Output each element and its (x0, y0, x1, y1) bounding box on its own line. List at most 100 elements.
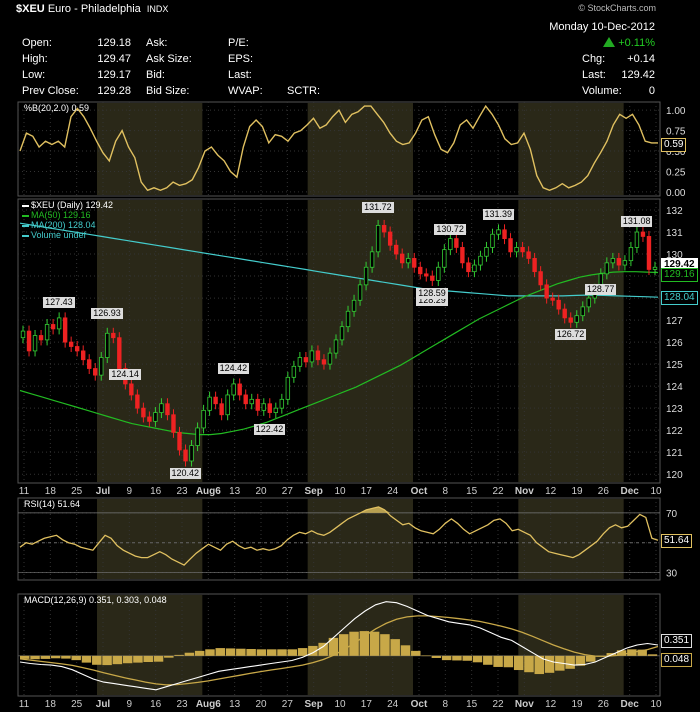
month-band (97, 103, 203, 195)
price-legend: $XEU (Daily) 129.42 MA(50) 129.16 MA(200) … (22, 200, 113, 240)
candle-body (610, 258, 616, 264)
x-tick-label: 15 (466, 486, 478, 497)
macd-histogram-bar (236, 648, 246, 656)
candle-body (291, 365, 297, 378)
x-tick-label: 13 (229, 486, 241, 497)
price-annotation: 126.93 (91, 307, 123, 319)
candle-body (646, 236, 652, 270)
candle-body (502, 229, 507, 240)
macd-histogram-bar (174, 654, 184, 656)
macd-histogram-bar (493, 655, 503, 667)
candle-body (207, 396, 212, 411)
candle-body (454, 238, 459, 248)
rsi-legend: RSI(14) 51.64 (24, 499, 81, 509)
x-tick-label: 9 (127, 699, 133, 710)
macd-histogram-bar (20, 655, 30, 659)
y-tick-label: 30 (666, 569, 678, 580)
price-annotation: 131.39 (482, 209, 515, 221)
quote-value: 129.42 (621, 69, 655, 81)
candle-body (243, 394, 248, 405)
candle-body (393, 244, 399, 255)
candle-body (538, 271, 543, 286)
price-annotation: 124.42 (217, 362, 250, 374)
month-band (518, 103, 624, 195)
macd-histogram-bar (503, 655, 514, 668)
candle-body (315, 350, 321, 361)
macd-histogram-bar (153, 655, 164, 662)
month-band (518, 595, 624, 695)
pctb-legend: %B(20,2.0) 0.59 (24, 103, 90, 113)
month-band (97, 595, 203, 695)
x-tick-label: 20 (255, 699, 267, 710)
macd-hist-tag: 0.048 (661, 653, 693, 668)
legend-label: MA(50) 129.16 (31, 210, 91, 220)
y-tick-label: 122 (666, 426, 683, 437)
quote-label-sctr: SCTR: (287, 85, 320, 97)
exchange: INDX (146, 4, 169, 14)
x-tick-label: 17 (361, 486, 373, 497)
x-tick-label: 26 (598, 699, 610, 710)
quote-label: P/E: (228, 37, 249, 49)
x-tick-label: 23 (176, 486, 188, 497)
x-tick-label: 10 (650, 486, 662, 497)
y-tick-label: 125 (666, 360, 683, 371)
candle-body (255, 398, 260, 411)
price-annotation: 126.72 (554, 329, 587, 341)
legend-entry: MA(200) 128.04 (22, 220, 113, 230)
macd-histogram-bar (112, 655, 123, 665)
x-tick-label: 24 (387, 699, 399, 710)
price-annotation: 128.77 (584, 284, 617, 296)
month-band (97, 499, 203, 579)
macd-histogram-bar (215, 648, 226, 656)
candle-body (201, 409, 206, 429)
x-tick-label: Aug6 (196, 699, 221, 710)
x-tick-label: 22 (492, 699, 504, 710)
macd-histogram-bar (421, 655, 431, 657)
x-tick-label: 23 (176, 699, 188, 710)
y-tick-label: 127 (666, 316, 683, 327)
candle-body (279, 398, 285, 409)
x-tick-label: 10 (650, 699, 662, 710)
macd-line (19, 601, 659, 691)
candle-body (297, 357, 303, 367)
quote-label: Last: (228, 69, 252, 81)
x-tick-label: 26 (598, 486, 610, 497)
y-tick-label: 130 (666, 250, 683, 261)
candle-body (550, 297, 555, 301)
price-annotation: 127.43 (43, 296, 75, 308)
x-tick-label: Sep (304, 486, 322, 497)
y-tick-label: 0.00 (666, 188, 686, 199)
price-annotation: 131.08 (620, 216, 653, 228)
candle-body (628, 247, 634, 262)
up-arrow-icon (603, 37, 616, 47)
symbol: $XEU (16, 3, 45, 15)
candle-body (32, 335, 38, 352)
candle-body (442, 249, 447, 268)
candle-body (363, 266, 369, 286)
y-tick-label: 131 (666, 228, 683, 239)
legend-swatch (22, 224, 29, 227)
x-tick-label: Jul (96, 486, 111, 497)
candle-body (556, 299, 561, 310)
legend-entry: $XEU (Daily) 129.42 (22, 200, 113, 210)
candle-body (105, 332, 110, 358)
x-tick-label: 10 (334, 699, 346, 710)
x-tick-label: 20 (255, 486, 267, 497)
x-tick-label: Aug6 (196, 486, 221, 497)
quote-label: Bid Size: (146, 85, 190, 97)
candle-body (20, 330, 26, 339)
macd-histogram-bar (143, 655, 153, 662)
macd-histogram-bar (102, 655, 112, 666)
candle-body (412, 258, 417, 268)
candle-body (460, 247, 465, 264)
candle-body (375, 225, 381, 253)
candle-body (26, 330, 32, 352)
quote-label: Ask Size: (146, 53, 192, 65)
month-band (97, 200, 203, 482)
candle-body (448, 238, 453, 251)
macd-histogram-bar (359, 631, 370, 656)
candle-body (634, 231, 640, 248)
pctb-line (19, 104, 658, 192)
macd-histogram-bar (81, 655, 92, 663)
